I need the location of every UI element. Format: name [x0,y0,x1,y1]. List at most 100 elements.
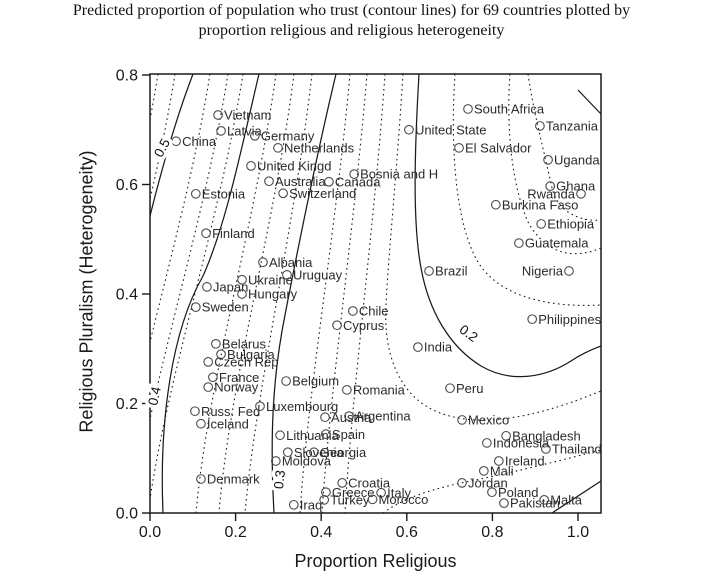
country-label: Croatia [348,475,391,490]
country-marker [203,382,214,392]
country-marker [190,406,200,417]
country-marker [319,495,330,505]
country-marker [282,269,292,280]
country-label: Austria [331,410,372,425]
country-label: Norway [214,380,259,395]
country-marker [404,124,414,135]
contour-level-label: 0.2 [457,322,481,345]
country-label: Thailand [552,442,602,457]
country-label: United State [415,122,487,137]
country-label: Mali [490,463,514,478]
country-label: Argentina [355,409,411,424]
country-marker [541,444,551,454]
country-marker [190,302,201,312]
contour-line [271,74,337,513]
y-tick-label: 0.4 [116,287,138,304]
country-label: Jordan [468,475,508,490]
x-tick-label: 0.2 [224,524,246,541]
x-tick-label: 0.8 [481,524,503,541]
country-label: Burkina Faso [502,197,579,212]
country-marker [324,176,334,187]
contour-lines [150,74,601,513]
y-tick-label: 0.0 [116,506,138,523]
country-label: Pakistan [510,496,560,511]
country-label: Iraq [300,497,322,512]
country-label: Brazil [435,264,468,279]
country-marker [348,306,358,316]
country-label: Ghana [556,179,596,194]
country-label: Tanzania [546,119,599,134]
country-label: Latvia [227,123,262,138]
country-marker [196,474,206,484]
country-label: Belarus [222,336,267,351]
country-marker [250,130,260,141]
country-label: Malta [550,492,583,507]
contour-line [244,74,313,513]
country-marker [288,499,299,510]
country-label: Morocco [379,492,429,507]
y-tick-label: 0.2 [116,396,138,413]
contour-line [527,74,601,221]
country-marker [202,282,212,292]
country-label: Rwanda [527,186,575,201]
country-marker [413,342,423,352]
country-marker [463,104,473,114]
country-label: Vietnam [224,108,271,123]
country-marker [527,314,538,325]
country-marker [321,487,331,498]
country-label: Bulgaria [227,347,275,362]
country-marker [481,438,492,448]
country-label: South Africa [474,102,545,117]
contour-line [150,74,194,217]
country-marker [278,188,288,199]
contour-line [195,74,277,513]
country-label: Belgium [292,374,339,389]
country-marker [344,411,354,421]
country-marker [213,110,223,120]
country-label: Ukraine [248,272,293,287]
country-label: El Salvador [465,140,532,155]
country-label: Switzerland [289,186,356,201]
country-marker [273,142,283,153]
country-label: Turkey [330,492,370,507]
country-label: Bangladesh [512,428,581,443]
country-label: Greece [332,485,375,500]
country-label: Moldova [282,454,332,469]
country-marker [514,238,524,248]
country-label: Hungary [248,287,298,302]
country-label: Denmark [207,472,260,487]
country-label: Georgia [320,445,367,460]
figure-title-line2: proportion religious and religious heter… [198,22,505,39]
country-label: Finland [212,226,255,241]
country-marker [457,415,467,425]
country-marker [454,142,464,153]
contour-line [161,74,260,513]
country-label: Ireland [505,454,545,469]
x-tick-label: 0.4 [310,524,332,541]
x-tick-label: 0.0 [139,524,161,541]
axis-ticks: 0.0 0.2 0.4 0.6 0.8 1.0 0.0 0.2 0.4 0.6 0.8 [116,68,589,542]
country-label: Canada [335,174,381,189]
country-label: United Kingd [257,158,331,173]
country-label: Iceland [207,416,249,431]
country-label: Chile [359,304,389,319]
country-label: Peru [456,381,483,396]
country-label: Slovenia [294,445,345,460]
y-tick-label: 0.6 [116,177,138,194]
country-label: Uganda [554,152,600,167]
country-marker [190,188,201,199]
country-marker [201,228,211,239]
country-marker [258,257,268,268]
country-label: Uruguay [293,267,343,282]
country-marker [342,384,352,395]
country-label: India [424,340,453,355]
country-marker [493,456,504,466]
country-marker [255,401,265,412]
country-marker [564,266,574,276]
country-marker [211,338,221,349]
figure-title-line1: Predicted proportion of population who t… [72,2,631,19]
contour-line [414,74,601,378]
contour-line [452,74,601,306]
